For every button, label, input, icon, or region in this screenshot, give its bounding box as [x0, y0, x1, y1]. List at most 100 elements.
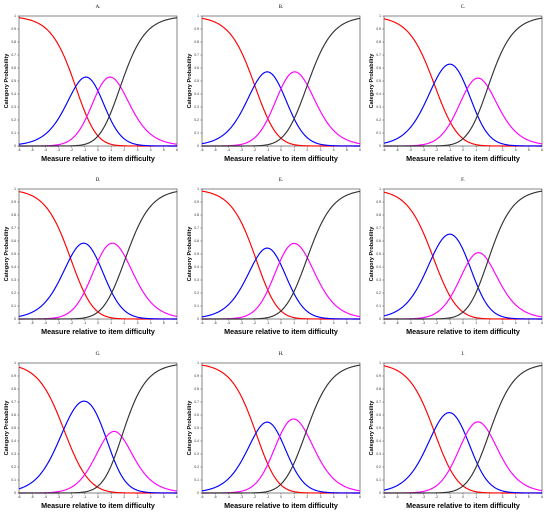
- series-line-category-1: [383, 18, 542, 147]
- y-tick-label: 1: [379, 14, 381, 18]
- series-line-category-4: [19, 364, 178, 494]
- x-tick-label: -1: [448, 148, 451, 152]
- y-tick-label: 0.7: [194, 400, 199, 404]
- y-tick-label: 0.9: [194, 374, 199, 378]
- y-tick-label: 0.4: [11, 265, 16, 269]
- y-tick-label: 0.6: [194, 413, 199, 417]
- plot-frame: [18, 15, 178, 147]
- x-axis-title: Measure relative to item difficulty: [406, 327, 520, 336]
- x-tick-label: -2: [253, 321, 256, 325]
- y-tick-label: 0.5: [11, 426, 16, 430]
- x-tick-label: -2: [435, 495, 438, 499]
- y-tick-label: 0.2: [376, 118, 381, 122]
- x-tick-label: -5: [31, 495, 34, 499]
- y-tick-label: 0.8: [376, 40, 381, 44]
- y-tick-label: 0.1: [11, 304, 16, 308]
- series-line-category-3: [202, 71, 361, 147]
- y-tick-label: 0.6: [376, 239, 381, 243]
- x-tick-label: -4: [409, 321, 412, 325]
- x-axis-title: Measure relative to item difficulty: [41, 327, 155, 336]
- x-tick-label: 0: [462, 321, 464, 325]
- series-line-category-3: [384, 252, 543, 320]
- series-line-category-1: [18, 17, 177, 147]
- x-tick-label: -2: [435, 321, 438, 325]
- x-tick-label: 6: [541, 321, 543, 325]
- x-tick-label: -4: [44, 148, 47, 152]
- panel-title: H.: [279, 352, 284, 357]
- y-tick-label: 0: [14, 317, 16, 321]
- x-tick-label: 3: [320, 321, 322, 325]
- x-tick-label: -5: [31, 148, 34, 152]
- y-tick-label: 0.3: [376, 452, 381, 456]
- x-tick-label: 1: [475, 148, 477, 152]
- x-tick-label: 1: [110, 321, 112, 325]
- y-tick-label: 0.2: [376, 465, 381, 469]
- y-tick-label: 1: [14, 187, 16, 191]
- y-tick-label: 0.6: [376, 413, 381, 417]
- series-line-category-4: [384, 17, 543, 147]
- x-tick-label: 4: [515, 148, 517, 152]
- y-tick-label: 0.3: [11, 278, 16, 282]
- x-tick-label: 3: [137, 495, 139, 499]
- x-tick-label: -1: [448, 495, 451, 499]
- y-tick-label: 1: [379, 187, 381, 191]
- y-tick-label: 0.5: [11, 252, 16, 256]
- x-tick-label: -3: [240, 495, 243, 499]
- y-tick-label: 0.5: [376, 426, 381, 430]
- y-tick-label: 0.2: [11, 465, 16, 469]
- x-tick-label: -6: [383, 321, 386, 325]
- y-tick-label: 0.5: [376, 79, 381, 83]
- series-line-category-2: [383, 233, 542, 320]
- x-tick-label: -2: [70, 495, 73, 499]
- panel-title: A.: [96, 5, 101, 10]
- y-tick-label: 0.6: [11, 413, 16, 417]
- x-tick-label: 5: [346, 495, 348, 499]
- x-tick-label: 0: [97, 495, 99, 499]
- x-tick-label: -6: [201, 148, 204, 152]
- x-tick-label: 6: [359, 321, 361, 325]
- series-line-category-2: [201, 247, 360, 320]
- x-tick-label: -3: [422, 495, 425, 499]
- y-tick-label: 0.1: [376, 131, 381, 135]
- y-tick-label: 0.9: [11, 27, 16, 31]
- y-tick-label: 0.7: [376, 226, 381, 230]
- y-tick-label: 0.2: [194, 465, 199, 469]
- series-line-category-4: [19, 17, 178, 147]
- x-tick-label: 2: [488, 495, 490, 499]
- x-tick-label: 6: [359, 495, 361, 499]
- x-tick-label: -5: [214, 148, 217, 152]
- series-line-category-1: [201, 190, 360, 320]
- x-tick-label: 2: [123, 148, 125, 152]
- x-axis-title: Measure relative to item difficulty: [406, 501, 520, 510]
- panel-title: F.: [461, 178, 465, 183]
- x-tick-label: 3: [502, 495, 504, 499]
- x-tick-label: -1: [83, 495, 86, 499]
- y-tick-label: 0.9: [194, 200, 199, 204]
- y-axis-title: Category Probability: [369, 53, 375, 109]
- x-tick-label: -4: [44, 495, 47, 499]
- chart-panel-h: H. 0 0.1 0.2 0.3 0.4 0.5 0.6 0.7 0.8 0.9 1 -6 -5 -4 -3 -…: [187, 352, 361, 510]
- y-tick-label: 0.8: [11, 40, 16, 44]
- x-tick-label: 4: [515, 495, 517, 499]
- series-line-category-2: [201, 421, 361, 494]
- plot-frame: [18, 362, 178, 494]
- y-tick-label: 0.2: [11, 291, 16, 295]
- x-tick-label: -3: [240, 148, 243, 152]
- x-tick-label: -3: [422, 148, 425, 152]
- chart-panel-i: I. 0 0.1 0.2 0.3 0.4 0.5 0.6 0.7 0.8 0.9 1 -6 -5 -4 -3 -…: [369, 352, 543, 510]
- y-tick-label: 0: [14, 491, 16, 495]
- y-tick-label: 0.9: [11, 200, 16, 204]
- series-line-category-4: [384, 190, 543, 320]
- x-tick-label: 0: [462, 148, 464, 152]
- y-axis-title: Category Probability: [187, 53, 193, 109]
- y-tick-label: 0.9: [376, 374, 381, 378]
- x-tick-label: -3: [57, 321, 60, 325]
- y-tick-label: 0.4: [376, 92, 381, 96]
- y-tick-label: 0.7: [376, 400, 381, 404]
- x-tick-label: 0: [280, 495, 282, 499]
- x-tick-label: 0: [280, 148, 282, 152]
- x-tick-label: 5: [346, 321, 348, 325]
- series-line-category-1: [201, 17, 360, 147]
- y-tick-label: 0.3: [11, 105, 16, 109]
